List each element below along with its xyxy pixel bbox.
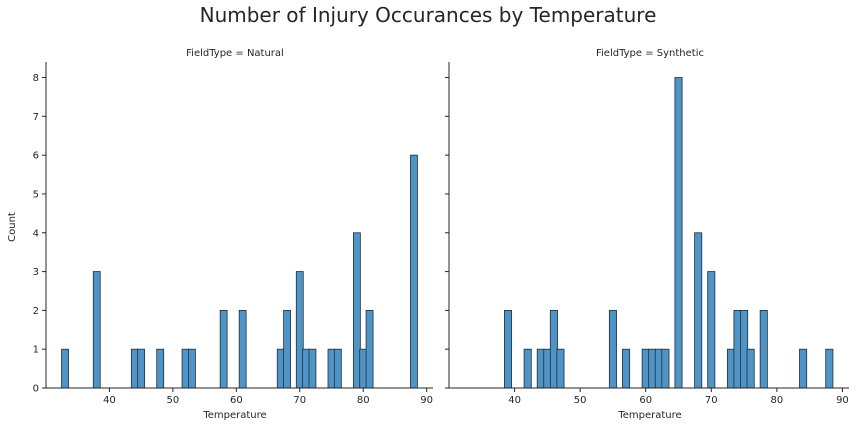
x-tick-label-synthetic: 40 (508, 395, 521, 406)
bar-natural (308, 348, 317, 389)
panel-title-natural: FieldType = Natural (186, 48, 284, 59)
y-tick-label-natural: 8 (33, 73, 39, 84)
bar-natural (333, 348, 342, 389)
bar-synthetic (648, 348, 657, 389)
panel-natural: 40 50 60 70 80 90 0 1 2 3 4 5 6 7 8 (33, 62, 433, 406)
bar-natural (410, 154, 418, 389)
bar-synthetic (707, 271, 716, 389)
x-tick-label-natural: 80 (357, 395, 370, 406)
x-tick-label-natural: 90 (420, 395, 433, 406)
y-tick-label-natural: 5 (33, 189, 39, 200)
bar-synthetic (549, 309, 558, 389)
x-tick-label-synthetic: 90 (836, 395, 849, 406)
bar-synthetic (825, 348, 834, 389)
x-tick-label-natural: 50 (167, 395, 180, 406)
bar-synthetic (543, 348, 552, 389)
x-axis-title-natural: Temperature (202, 410, 266, 421)
panels-group: 40 50 60 70 80 90 0 1 2 3 4 5 6 7 8 40 50 60 70 80 90 (33, 62, 849, 406)
bar-natural (276, 348, 285, 389)
bar-synthetic (523, 348, 532, 389)
bar-natural (238, 309, 247, 389)
bar-natural (327, 348, 336, 389)
bar-synthetic (622, 348, 631, 389)
bar-synthetic (799, 348, 808, 389)
bar-natural (61, 348, 69, 389)
y-tick-label-natural: 0 (33, 384, 39, 395)
x-tick-label-synthetic: 50 (574, 395, 587, 406)
bar-natural (92, 271, 101, 389)
bar-synthetic (740, 309, 749, 389)
bar-synthetic (726, 348, 735, 389)
bar-synthetic (654, 348, 663, 389)
y-tick-label-natural: 6 (33, 151, 39, 162)
bar-natural (156, 348, 165, 389)
x-tick-label-natural: 60 (230, 395, 243, 406)
bar-synthetic (536, 348, 545, 389)
bar-natural (181, 348, 190, 389)
y-tick-label-natural: 7 (33, 112, 39, 123)
panel-synthetic: 40 50 60 70 80 90 (445, 62, 849, 406)
figure-title: Number of Injury Occurances by Temperatu… (200, 3, 657, 27)
x-axis-title-synthetic: Temperature (617, 410, 681, 421)
bar-natural (283, 309, 291, 389)
bar-synthetic (608, 309, 617, 389)
y-axis-title: Count (7, 212, 18, 242)
panel-title-synthetic: FieldType = Synthetic (596, 48, 704, 59)
bar-natural (365, 309, 374, 389)
bar-synthetic (733, 309, 742, 389)
bar-natural (302, 348, 311, 389)
y-tick-label-natural: 1 (33, 345, 39, 356)
bar-synthetic (504, 309, 513, 389)
bar-natural (295, 271, 304, 389)
bar-synthetic (746, 348, 755, 389)
bar-natural (359, 348, 368, 389)
bar-synthetic (661, 348, 670, 389)
bar-natural (219, 309, 228, 389)
y-tick-label-natural: 4 (33, 228, 39, 239)
y-tick-label-natural: 3 (33, 267, 39, 278)
bar-synthetic (641, 348, 650, 389)
bar-natural (130, 348, 139, 389)
bar-synthetic (674, 77, 683, 389)
x-tick-label-natural: 70 (293, 395, 306, 406)
y-tick-label-natural: 2 (33, 306, 39, 317)
bar-natural (352, 232, 361, 389)
bar-natural (188, 348, 196, 389)
x-tick-label-synthetic: 80 (771, 395, 784, 406)
x-tick-label-synthetic: 70 (705, 395, 718, 406)
x-tick-label-synthetic: 60 (639, 395, 652, 406)
bar-synthetic (694, 232, 703, 389)
bar-natural (137, 348, 146, 389)
bar-synthetic (556, 348, 565, 389)
x-tick-label-natural: 40 (103, 395, 116, 406)
bar-synthetic (759, 309, 768, 389)
